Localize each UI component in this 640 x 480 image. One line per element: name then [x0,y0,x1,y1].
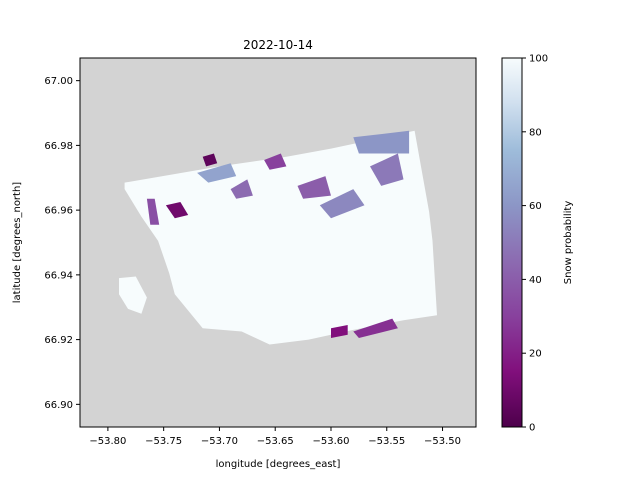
x-tick-label: −53.65 [257,436,294,447]
x-tick-label: −53.80 [89,436,126,447]
snow-probability-patch [331,325,348,338]
colorbar-tick-label: 80 [529,127,542,138]
map-layer [119,130,437,345]
snow-probability-patch [353,130,410,154]
y-axis: 66.90 66.92 66.94 66.96 66.98 67.00 [44,76,80,411]
snow-probability-patch [197,163,237,183]
y-tick-label: 66.96 [44,206,73,217]
x-tick-label: −53.75 [145,436,182,447]
colorbar-tick-label: 60 [529,201,542,212]
snow-probability-patch [230,179,253,199]
snow-probability-patch [353,318,398,338]
colorbar-tick-label: 20 [529,349,542,360]
y-axis-label: latitude [degrees_north] [12,182,23,304]
y-tick-label: 66.98 [44,141,73,152]
snow-probability-patch [146,198,160,225]
snow-probability-patch [319,189,365,219]
y-tick-label: 66.92 [44,335,73,346]
snow-swath-main [124,130,437,345]
y-tick-label: 67.00 [44,76,73,87]
colorbar-tick-label: 40 [529,275,542,286]
x-tick-label: −53.70 [201,436,238,447]
x-axis-label: longitude [degrees_east] [216,459,341,470]
chart-title: 2022-10-14 [243,38,313,52]
colorbar [501,57,523,428]
colorbar-tick-label: 0 [529,423,535,434]
y-tick-label: 66.94 [44,270,73,281]
y-tick-label: 66.90 [44,400,73,411]
snow-probability-patch [202,153,218,167]
x-tick-label: −53.60 [312,436,349,447]
plot-frame [79,57,477,428]
x-tick-label: −53.50 [424,436,461,447]
colorbar-axis: 0 20 40 60 80 100 [522,54,548,434]
x-tick-label: −53.55 [368,436,405,447]
colorbar-tick-label: 100 [529,54,548,65]
snow-probability-patch [165,202,189,219]
snow-probability-patch [370,153,404,186]
snow-swath-island [119,276,147,314]
colorbar-label: Snow probability [563,201,574,285]
snow-probability-patch [297,176,331,199]
x-axis: −53.80 −53.75 −53.70 −53.65 −53.60 −53.55 −53.… [89,427,461,447]
snow-probability-patch [264,153,287,170]
